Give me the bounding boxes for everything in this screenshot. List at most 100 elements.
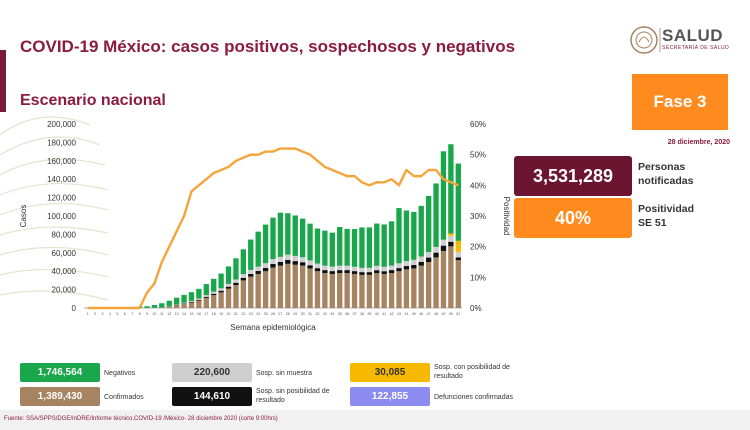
x-tick-label: 38 — [360, 312, 364, 316]
y2-tick-label: 20% — [470, 243, 486, 252]
x-tick-label: 14 — [182, 312, 186, 316]
bar-segment — [440, 151, 447, 240]
bar-segment — [203, 295, 209, 297]
bar-segment — [292, 255, 298, 262]
bar-segment — [388, 273, 395, 308]
legend-defunciones-value: 122,855 — [350, 387, 430, 406]
x-tick-label: 19 — [219, 312, 223, 316]
x-tick-label: 32 — [315, 312, 319, 316]
x-tick-label: 39 — [367, 312, 371, 316]
bar-segment — [329, 273, 335, 308]
x-tick-label: 24 — [256, 312, 260, 316]
bar-segment — [196, 298, 202, 300]
bar-segment — [396, 268, 402, 272]
bar-segment — [299, 262, 306, 266]
bar-segment — [351, 229, 358, 267]
bar-segment — [440, 250, 447, 308]
bar-segment — [351, 273, 358, 308]
bar-segment — [411, 268, 417, 308]
bar-segment — [359, 267, 365, 273]
bar-segment — [181, 302, 187, 304]
bar-segment — [425, 252, 432, 258]
bar-segment — [144, 306, 150, 308]
bar-segment — [448, 235, 454, 242]
kpi-notified-label: Personas notificadas — [638, 160, 693, 188]
bar-segment — [181, 294, 187, 303]
accent-bar — [0, 50, 6, 112]
bar-segment — [277, 265, 284, 308]
y2-tick-label: 10% — [470, 273, 486, 282]
y-axis-label: Casos — [19, 205, 28, 228]
bar-segment — [337, 273, 343, 308]
y2-tick-label: 60% — [470, 120, 486, 129]
y2-tick-label: 30% — [470, 212, 486, 221]
x-tick-label: 29 — [293, 312, 297, 316]
y-tick-label: 140,000 — [47, 175, 76, 184]
bar-segment — [255, 231, 261, 267]
bar-segment — [240, 274, 247, 278]
cases-chart: 0 20,000 40,000 60,000 80,000 100,000 120,000 1… — [19, 120, 511, 332]
bar-segment — [240, 277, 247, 281]
bar-segment — [418, 261, 424, 266]
bar-segment — [159, 303, 165, 308]
y-tick-label: 160,000 — [47, 157, 76, 166]
x-tick-label: 21 — [234, 312, 238, 316]
bar-segment — [448, 144, 454, 234]
legend-defunciones-label: Defunciones confirmadas — [434, 394, 513, 401]
kpi-positivity-value: 40% — [514, 198, 632, 238]
bar-segment — [381, 271, 387, 274]
x-tick-label: 48 — [434, 312, 438, 316]
bar-segment — [285, 263, 291, 308]
bar-segment — [262, 271, 269, 308]
positivity-line — [87, 147, 459, 310]
x-tick-label: 37 — [353, 312, 357, 316]
legend-confirmados-value: 1,389,430 — [20, 387, 100, 406]
y2-axis-label: Positividad — [502, 197, 511, 236]
x-tick-label: 15 — [189, 312, 193, 316]
legend-con-posibilidad-label: Sosp. con posibilidad de resultado — [434, 364, 510, 380]
bar-segment — [299, 257, 306, 263]
kpi-notified-value: 3,531,289 — [514, 156, 632, 196]
bar-segment — [329, 232, 335, 267]
bar-segment — [322, 273, 328, 308]
x-tick-label: 35 — [338, 312, 342, 316]
y-tick-label: 60,000 — [52, 249, 77, 258]
bar-segment — [307, 268, 313, 308]
bar-segment — [351, 266, 358, 272]
bar-segment — [225, 266, 232, 284]
bar-segment — [455, 257, 461, 261]
bar-segment — [418, 265, 424, 308]
bar-segment — [381, 273, 387, 308]
x-tick-label: 11 — [160, 312, 164, 316]
bar-segment — [418, 205, 424, 257]
bar-segment — [299, 265, 306, 308]
x-tick-label: 2 — [94, 312, 96, 316]
bar-segment — [285, 213, 291, 255]
x-tick-label: 8 — [139, 312, 141, 316]
y2-tick-label: 40% — [470, 181, 486, 190]
bar-segment — [425, 195, 432, 253]
bar-segment — [448, 233, 454, 236]
bar-segment — [181, 303, 187, 308]
bar-segment — [374, 223, 380, 266]
bar-segment — [448, 246, 454, 308]
bar-segment — [203, 297, 209, 308]
y-tick-label: 120,000 — [47, 194, 76, 203]
bar-segment — [248, 269, 254, 274]
bar-segment — [240, 280, 247, 308]
bar-segment — [425, 262, 432, 308]
footer-bar — [0, 410, 750, 430]
bar-segment — [366, 274, 373, 308]
x-tick-label: 44 — [404, 312, 408, 316]
x-tick-label: 31 — [308, 312, 312, 316]
bar-segment — [188, 292, 195, 301]
bar-segment — [233, 258, 239, 280]
x-tick-label: 33 — [323, 312, 327, 316]
bar-segment — [344, 228, 350, 266]
bar-segment — [337, 227, 343, 266]
x-tick-label: 4 — [109, 312, 111, 316]
x-tick-label: 42 — [390, 312, 394, 316]
bar-segment — [329, 266, 335, 272]
bar-segment — [455, 163, 461, 241]
bar-segment — [359, 272, 365, 275]
